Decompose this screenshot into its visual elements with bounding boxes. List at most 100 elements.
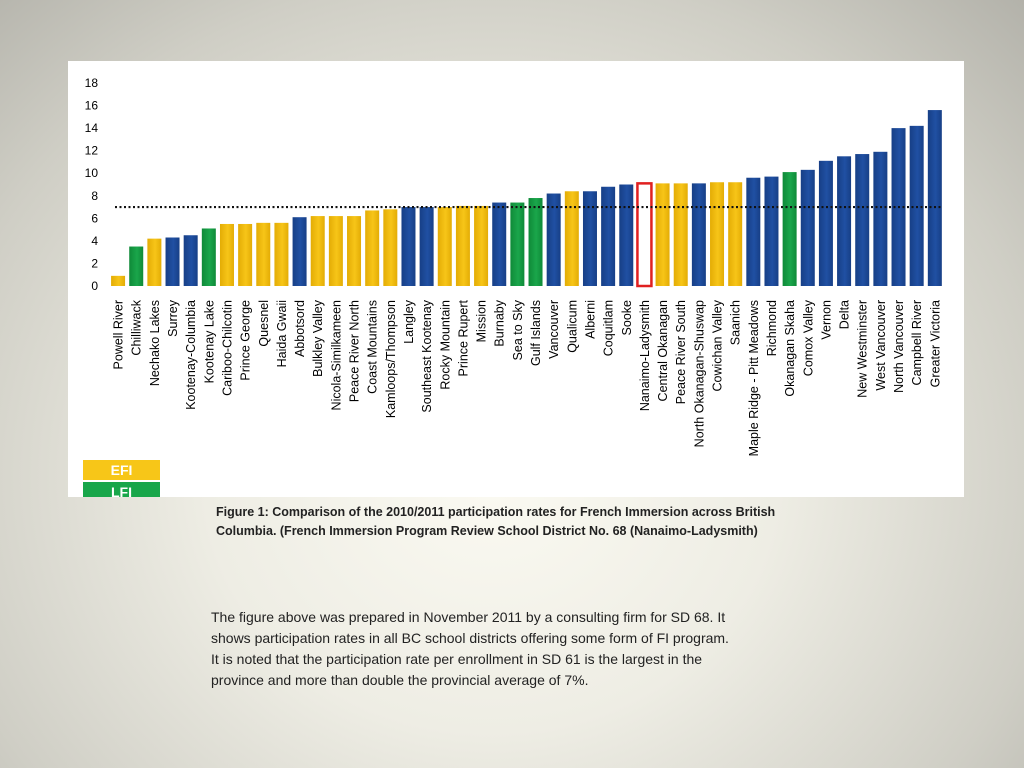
y-tick-label: 0 [91, 279, 98, 293]
y-tick-label: 14 [85, 121, 99, 135]
category-label: Kootenay-Columbia [184, 300, 198, 410]
category-label: Campbell River [910, 300, 924, 385]
category-label: Vernon [819, 300, 833, 340]
bar [691, 183, 706, 286]
figure-caption: Figure 1: Comparison of the 2010/2011 pa… [216, 505, 776, 538]
category-label: Nicola-Similkameen [329, 300, 343, 410]
body-text: The figure above was prepared in Novembe… [211, 607, 811, 691]
category-label: Rocky Mountain [438, 300, 452, 390]
body-line: It is noted that the participation rate … [211, 651, 703, 667]
category-label: Burnaby [493, 299, 507, 346]
category-label: Surrey [166, 299, 180, 337]
bar [909, 125, 924, 286]
category-label: Delta [838, 300, 852, 329]
bar [147, 238, 162, 286]
category-label: Peace River North [348, 300, 362, 402]
category-label: Saanich [729, 300, 743, 345]
bar [383, 209, 398, 286]
category-label: West Vancouver [874, 300, 888, 391]
category-label: Nanaimo-Ladysmith [638, 300, 652, 411]
bar [183, 235, 198, 286]
body-line: The figure above was prepared in Novembe… [211, 609, 726, 625]
bar [129, 246, 144, 286]
bar [601, 186, 616, 286]
bar [201, 228, 216, 286]
category-label: Bulkley Valley [311, 299, 325, 377]
bar [800, 169, 815, 286]
category-label: Sea to Sky [511, 299, 525, 360]
y-tick-label: 2 [91, 256, 98, 270]
category-label: Sooke [620, 300, 634, 335]
category-label: Cowichan Valley [711, 299, 725, 391]
chart-panel: 0 2 4 6 8 10 12 14 16 18 Powell River Chilliwack Nec… [68, 61, 964, 497]
category-label: Prince Rupert [456, 299, 470, 376]
category-label: Coast Mountains [366, 300, 380, 394]
bar [238, 223, 253, 286]
bar [782, 172, 797, 286]
bar-chart: 0 2 4 6 8 10 12 14 16 18 Powell River Chilliwack Nec… [85, 76, 943, 456]
category-label: Central Okanagan [656, 300, 670, 402]
bar [310, 216, 325, 286]
y-tick-label: 4 [91, 234, 98, 248]
body-line: province and more than double the provin… [211, 672, 589, 688]
category-label: Mission [475, 300, 489, 342]
bar [292, 217, 307, 286]
bar [837, 156, 852, 286]
legend-efi: EFI [83, 460, 160, 480]
bar [437, 207, 452, 286]
category-label: Abbotsord [293, 300, 307, 357]
bar [165, 237, 180, 286]
bar [256, 222, 271, 286]
bar [636, 182, 653, 288]
bar [746, 177, 761, 286]
bar [818, 160, 833, 286]
category-label: Maple Ridge - Pitt Meadows [747, 300, 761, 456]
category-label: Richmond [765, 300, 779, 356]
y-tick-label: 12 [85, 144, 99, 158]
category-label: Kootenay Lake [202, 300, 216, 383]
bar [855, 154, 870, 286]
bar [546, 193, 561, 286]
body-line: shows participation rates in all BC scho… [211, 630, 729, 646]
category-label: Gulf Islands [529, 300, 543, 366]
bar [927, 110, 942, 286]
category-label: Haida Gwaii [275, 300, 289, 367]
category-label: Langley [402, 299, 416, 344]
category-label: Vancouver [547, 300, 561, 359]
category-label: Alberni [583, 300, 597, 339]
y-tick-label: 8 [91, 189, 98, 203]
category-label: Powell River [112, 300, 126, 369]
bar [764, 176, 779, 286]
bar [655, 183, 670, 286]
bar [401, 207, 416, 286]
bar [419, 207, 434, 286]
bar [365, 210, 380, 286]
bar [728, 182, 743, 286]
category-label: Chilliwack [130, 299, 144, 355]
category-label: Okanagan Skaha [783, 300, 797, 397]
bar [619, 184, 634, 286]
y-tick-label: 6 [91, 211, 98, 225]
category-label: North Okanagan-Shuswap [692, 300, 706, 447]
legend-lfi: LFI [83, 482, 160, 497]
category-label: Southeast Kootenay [420, 299, 434, 412]
category-label: Prince George [239, 300, 253, 381]
bar [510, 202, 525, 286]
y-tick-label: 10 [85, 166, 99, 180]
bar [873, 151, 888, 286]
bar [564, 191, 579, 286]
category-label: Peace River South [674, 300, 688, 404]
category-label: New Westminster [856, 300, 870, 398]
y-tick-label: 18 [85, 76, 99, 90]
category-label: North Vancouver [892, 300, 906, 393]
bar [710, 182, 725, 286]
bar [219, 223, 234, 286]
bar [492, 202, 507, 286]
bar [111, 275, 126, 286]
bar [347, 216, 362, 286]
category-label: Nechako Lakes [148, 300, 162, 386]
category-label: Kamloops/Thompson [384, 300, 398, 418]
bar [328, 216, 343, 286]
category-label: Quesnel [257, 300, 271, 347]
category-label: Greater Victoria [928, 300, 942, 387]
